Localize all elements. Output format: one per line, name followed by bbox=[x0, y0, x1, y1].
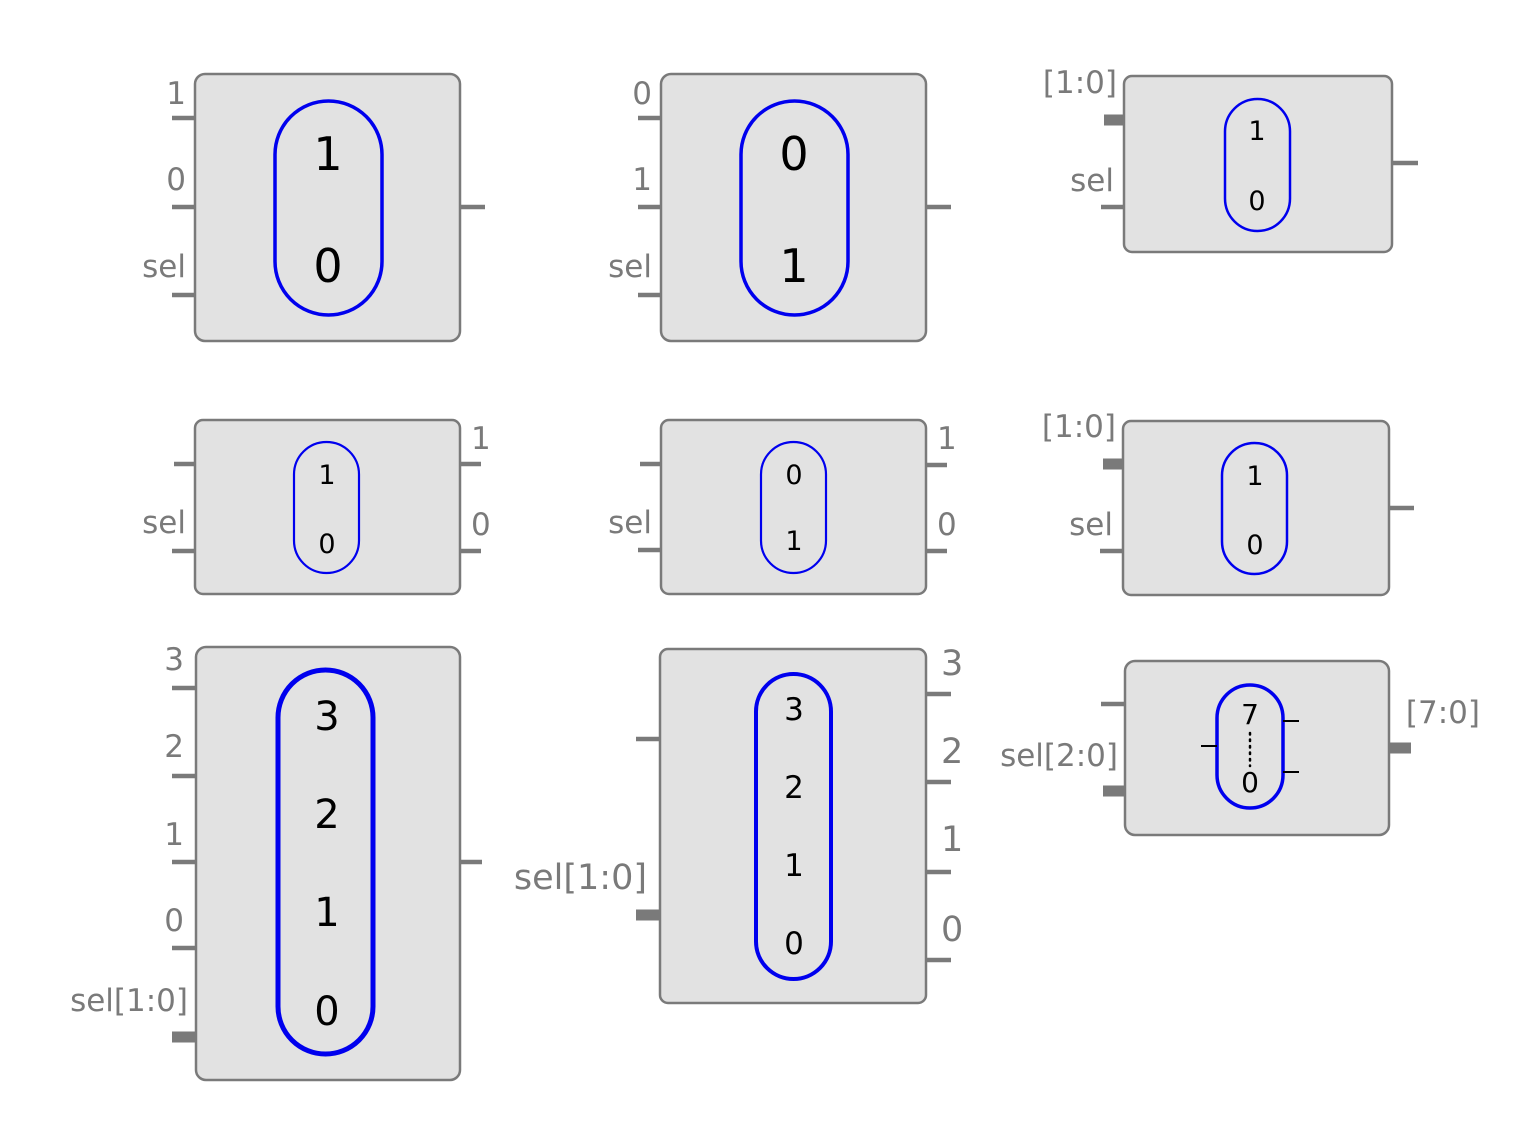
selector-value: 0 bbox=[1248, 186, 1265, 217]
input-label: 2 bbox=[164, 729, 184, 765]
selector-value: 1 bbox=[779, 239, 808, 293]
demux-8: sel[2:0] [7:0] 7 0 bbox=[1000, 659, 1480, 837]
input-label: 1 bbox=[166, 76, 186, 112]
input-label: 1 bbox=[164, 817, 184, 853]
select-label: sel bbox=[608, 249, 652, 285]
input-label: 0 bbox=[632, 76, 652, 112]
select-label: sel[1:0] bbox=[514, 858, 647, 898]
selector-pill bbox=[739, 99, 850, 317]
mux-body bbox=[193, 418, 462, 596]
mux-2to1-b: 0 1 sel 0 1 bbox=[608, 72, 951, 343]
demux-b: sel 1 0 0 1 bbox=[608, 418, 957, 596]
selector-value: 1 bbox=[1248, 116, 1265, 147]
selector-value: 1 bbox=[1246, 461, 1263, 492]
input-label: 0 bbox=[166, 162, 186, 198]
selector-value: 7 bbox=[1241, 698, 1259, 731]
output-label: 1 bbox=[941, 820, 963, 860]
selector-value: 1 bbox=[313, 127, 342, 181]
selector-pill bbox=[1223, 97, 1292, 233]
output-label: 0 bbox=[941, 910, 963, 950]
selector-value: 0 bbox=[313, 239, 342, 293]
selector-pill bbox=[273, 99, 384, 317]
selector-value: 0 bbox=[779, 127, 808, 181]
select-label: sel bbox=[142, 505, 186, 541]
selector-value: 1 bbox=[785, 526, 802, 557]
selector-value: 0 bbox=[1246, 530, 1263, 561]
selector-value: 0 bbox=[314, 989, 339, 1035]
selector-value: 2 bbox=[314, 792, 339, 838]
mux-body bbox=[659, 418, 928, 596]
mux-body bbox=[193, 72, 462, 343]
select-label: sel[1:0] bbox=[70, 983, 188, 1019]
select-label: sel[2:0] bbox=[1000, 738, 1118, 774]
selector-value: 1 bbox=[784, 848, 804, 884]
output-label: 0 bbox=[471, 507, 491, 543]
selector-value: 3 bbox=[314, 694, 339, 740]
output-label: 0 bbox=[937, 507, 957, 543]
demux-a: sel 1 0 1 0 bbox=[142, 418, 491, 596]
mux-4to1: 3 2 1 0 sel[1:0] 3 2 1 0 bbox=[70, 642, 482, 1082]
output-label: 1 bbox=[471, 421, 491, 457]
output-label: 3 bbox=[941, 644, 963, 684]
selector-pill bbox=[759, 440, 828, 575]
output-label: [7:0] bbox=[1406, 695, 1480, 731]
selector-pill bbox=[275, 667, 376, 1057]
select-label: sel bbox=[1069, 507, 1113, 543]
mux-2to1-a: 1 0 sel 1 0 bbox=[142, 72, 485, 343]
selector-pill bbox=[1220, 441, 1289, 576]
input-label: [1:0] bbox=[1043, 65, 1117, 101]
mux-body bbox=[659, 72, 928, 343]
selector-pill bbox=[292, 440, 361, 575]
selector-value: 0 bbox=[785, 460, 802, 491]
select-label: sel bbox=[142, 249, 186, 285]
selector-value: 0 bbox=[1241, 766, 1259, 799]
output-label: 1 bbox=[937, 421, 957, 457]
input-label: [1:0] bbox=[1042, 409, 1116, 445]
input-label: 1 bbox=[632, 162, 652, 198]
select-label: sel bbox=[1070, 163, 1114, 199]
selector-value: 2 bbox=[784, 770, 804, 806]
output-label: 2 bbox=[941, 732, 963, 772]
selector-value: 0 bbox=[318, 529, 335, 560]
selector-value: 1 bbox=[314, 890, 339, 936]
selector-value: 0 bbox=[784, 926, 804, 962]
mux-body bbox=[1121, 419, 1391, 597]
selector-value: 3 bbox=[784, 692, 804, 728]
input-label: 0 bbox=[164, 903, 184, 939]
mux-bus-1: [1:0] sel 1 0 bbox=[1043, 65, 1418, 254]
mux-body bbox=[1122, 74, 1394, 254]
demux-4: sel[1:0] 3 2 1 0 3 2 1 0 bbox=[514, 644, 963, 1005]
mux-bus-2: [1:0] sel 1 0 bbox=[1042, 409, 1414, 597]
selector-pill bbox=[754, 672, 833, 981]
select-label: sel bbox=[608, 505, 652, 541]
selector-value: 1 bbox=[318, 460, 335, 491]
mux-body bbox=[658, 647, 928, 1005]
input-label: 3 bbox=[164, 642, 184, 678]
